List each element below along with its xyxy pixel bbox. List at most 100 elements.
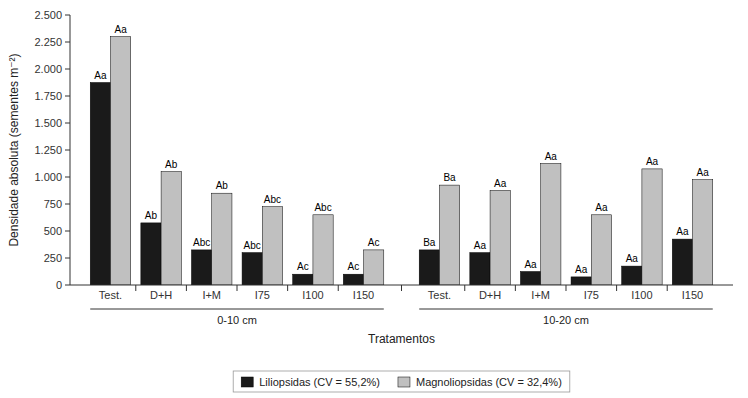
bar (242, 253, 262, 285)
y-axis: 02505007501.0001.2501.5001.7502.0002.250… (7, 9, 70, 291)
bar-annotation: Ac (297, 261, 309, 272)
x-tick-label: Test. (99, 289, 122, 301)
category-separator (515, 285, 516, 291)
bar (622, 266, 642, 285)
y-tick-label: 250 (44, 252, 62, 264)
y-tick (65, 258, 70, 259)
bar-annotation: Ab (216, 180, 229, 191)
bar-annotation: Abc (193, 237, 210, 248)
x-tick-label: I150 (353, 289, 374, 301)
legend-label: Magnoliopsidas (CV = 32,4%) (416, 376, 562, 388)
bar (672, 239, 692, 285)
bar (90, 83, 110, 286)
category-separator (237, 285, 238, 291)
y-tick-label: 500 (44, 225, 62, 237)
bar-annotation: Aa (474, 240, 487, 251)
bar-annotation: Ab (165, 159, 178, 170)
bar (470, 253, 490, 285)
bar-annotation: Aa (697, 167, 710, 178)
bar (293, 274, 313, 285)
bar (161, 172, 181, 285)
x-tick-label: I+M (531, 289, 550, 301)
y-tick (65, 123, 70, 124)
y-tick-label: 1.250 (34, 144, 62, 156)
bar-annotation: Ac (368, 237, 380, 248)
y-tick (65, 204, 70, 205)
bar (110, 37, 130, 285)
bar-annotation: Ba (443, 172, 456, 183)
x-tick-label: I+M (202, 289, 221, 301)
y-tick (65, 285, 70, 286)
bar-annotation: Aa (524, 259, 537, 270)
x-tick-label: Test. (428, 289, 451, 301)
y-tick (65, 231, 70, 232)
bar-annotation: Aa (575, 264, 588, 275)
y-tick (65, 150, 70, 151)
y-tick (65, 69, 70, 70)
bar (642, 169, 662, 285)
y-tick-label: 1.000 (34, 171, 62, 183)
bar (262, 207, 282, 285)
y-tick-label: 1.750 (34, 90, 62, 102)
category-separator (135, 285, 136, 291)
bar-annotation: Abc (244, 240, 261, 251)
y-tick (65, 15, 70, 16)
category-separator (667, 285, 668, 291)
legend-label: Liliopsidas (CV = 55,2%) (259, 376, 380, 388)
category-separator (464, 285, 465, 291)
bar (571, 277, 591, 285)
y-tick-label: 2.500 (34, 9, 62, 21)
legend-swatch (398, 377, 410, 387)
category-separator (338, 285, 339, 291)
y-tick-label: 750 (44, 198, 62, 210)
bar-annotation: Ba (423, 237, 436, 248)
bars (90, 37, 713, 285)
x-tick-label: D+H (479, 289, 501, 301)
bar-annotation: Aa (545, 151, 558, 162)
bar-annotation: Aa (626, 253, 639, 264)
bar (490, 191, 510, 286)
legend-item: Magnoliopsidas (CV = 32,4%) (398, 376, 562, 388)
bar-annotation: Aa (94, 70, 107, 81)
bar (419, 250, 439, 285)
bar-annotation: Abc (264, 194, 281, 205)
bar (591, 215, 611, 285)
category-separator (186, 285, 187, 291)
bar-annotation: Aa (494, 178, 507, 189)
x-tick-label: D+H (150, 289, 172, 301)
bar (141, 223, 161, 285)
bar (212, 193, 232, 285)
bar-annotation: Aa (676, 226, 689, 237)
bar-annotation: Aa (595, 202, 608, 213)
bar-annotation: Ac (348, 261, 360, 272)
group-label: 0-10 cm (217, 314, 257, 326)
x-tick-label: I100 (631, 289, 652, 301)
x-tick-label: I75 (584, 289, 599, 301)
legend-item: Liliopsidas (CV = 55,2%) (241, 376, 380, 388)
bar-annotation: Ab (145, 210, 158, 221)
bar (439, 185, 459, 285)
legend-swatch (241, 377, 253, 387)
legend: Liliopsidas (CV = 55,2%) Magnoliopsidas (… (233, 371, 570, 392)
x-axis: Test.D+HI+MI75I100I150Test.D+HI+MI75I100… (70, 285, 733, 346)
y-tick-label: 0 (56, 279, 62, 291)
bar-annotation: Abc (314, 202, 331, 213)
legend-frame (233, 371, 570, 392)
y-tick (65, 177, 70, 178)
y-tick (65, 96, 70, 97)
category-separator (401, 285, 402, 291)
y-tick-label: 2.250 (34, 36, 62, 48)
category-separator (287, 285, 288, 291)
bar (364, 250, 384, 285)
x-tick-label: I150 (682, 289, 703, 301)
bar (313, 215, 333, 285)
category-separator (616, 285, 617, 291)
bar (541, 164, 561, 286)
y-axis-label: Densidade absoluta (sementes m⁻²) (7, 53, 21, 246)
chart: Aa Ab Abc Abc Ac Ac Ba Aa Aa Aa Aa Aa Aa Ab Ab Abc Abc Ac… (0, 0, 748, 398)
bar-annotation: Aa (646, 156, 659, 167)
background (0, 0, 748, 398)
group-bracket (419, 309, 713, 310)
bar (693, 180, 713, 285)
category-separator (565, 285, 566, 291)
